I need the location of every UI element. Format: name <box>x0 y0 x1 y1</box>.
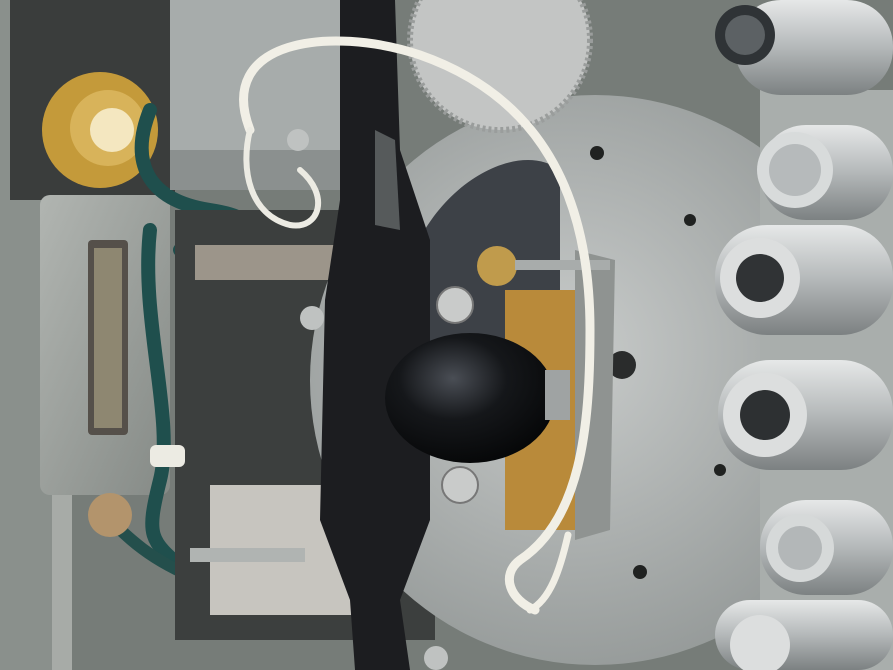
black-knob <box>385 333 555 463</box>
terminal-strip <box>195 245 345 280</box>
rotary-switch-center <box>90 108 134 152</box>
white-wire-lower <box>526 531 572 614</box>
threaded-rod <box>515 260 610 270</box>
white-wire <box>239 36 595 615</box>
tube-3 <box>715 225 893 335</box>
white-wire-loop <box>243 127 321 229</box>
disc-hole-2 <box>684 214 696 226</box>
screw-3 <box>300 306 324 330</box>
disc-hole-3 <box>714 464 726 476</box>
disc-center-hole <box>608 351 636 379</box>
bottom-rod <box>190 548 305 562</box>
disc-hole-4 <box>633 565 647 579</box>
bracket-cutout <box>375 130 400 230</box>
disc-hole-1 <box>590 146 604 160</box>
top-box-shadow <box>170 150 350 190</box>
tube-5 <box>760 500 893 595</box>
screw-1 <box>436 286 474 324</box>
tube-6 <box>715 600 893 670</box>
gear-wheel <box>407 0 593 133</box>
black-mounting-bracket <box>320 0 430 670</box>
screw-5 <box>424 646 448 670</box>
screw-4 <box>287 129 309 151</box>
slot-inner <box>94 248 122 428</box>
tube-2 <box>757 125 893 220</box>
white-cable-clip <box>150 445 185 467</box>
knob-shaft <box>545 370 570 420</box>
knurled-thumb-screw <box>477 246 517 286</box>
knob-holder-bracket <box>575 250 615 540</box>
bottom-grommet <box>88 493 132 537</box>
tube-4 <box>718 360 893 470</box>
screw-2 <box>441 466 479 504</box>
tube-1 <box>715 0 893 95</box>
